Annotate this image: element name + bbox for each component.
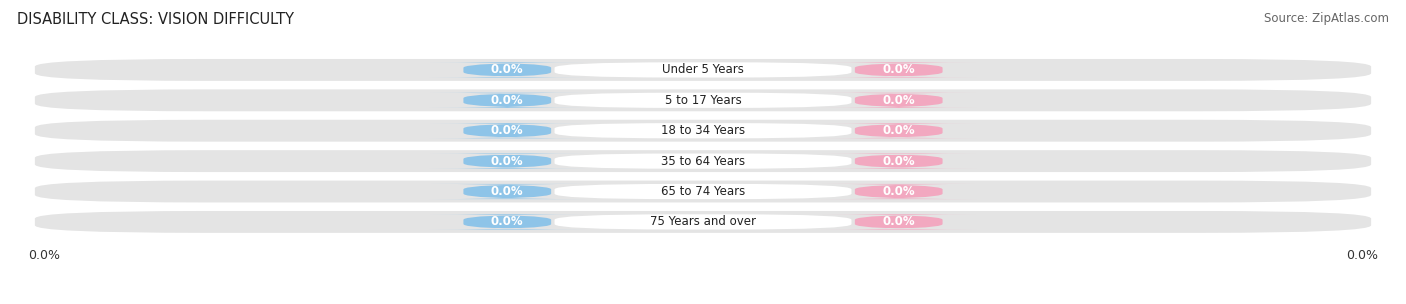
FancyBboxPatch shape (35, 120, 1371, 142)
Text: 5 to 17 Years: 5 to 17 Years (665, 94, 741, 107)
Text: 75 Years and over: 75 Years and over (650, 216, 756, 228)
FancyBboxPatch shape (821, 154, 976, 169)
Text: 18 to 34 Years: 18 to 34 Years (661, 124, 745, 137)
FancyBboxPatch shape (430, 154, 585, 169)
FancyBboxPatch shape (430, 184, 585, 199)
FancyBboxPatch shape (554, 123, 852, 138)
FancyBboxPatch shape (35, 150, 1371, 172)
FancyBboxPatch shape (554, 62, 852, 78)
Text: 0.0%: 0.0% (491, 155, 523, 168)
FancyBboxPatch shape (554, 93, 852, 108)
FancyBboxPatch shape (430, 123, 585, 138)
Text: 0.0%: 0.0% (491, 64, 523, 76)
Text: 0.0%: 0.0% (28, 249, 60, 262)
Text: 0.0%: 0.0% (883, 155, 915, 168)
Text: 35 to 64 Years: 35 to 64 Years (661, 155, 745, 168)
Text: 0.0%: 0.0% (491, 94, 523, 107)
FancyBboxPatch shape (821, 214, 976, 230)
FancyBboxPatch shape (35, 211, 1371, 233)
Text: 0.0%: 0.0% (491, 185, 523, 198)
Text: DISABILITY CLASS: VISION DIFFICULTY: DISABILITY CLASS: VISION DIFFICULTY (17, 12, 294, 27)
Text: 0.0%: 0.0% (883, 185, 915, 198)
FancyBboxPatch shape (821, 123, 976, 138)
FancyBboxPatch shape (35, 181, 1371, 202)
Text: Under 5 Years: Under 5 Years (662, 64, 744, 76)
FancyBboxPatch shape (430, 93, 585, 108)
Legend: Male, Female: Male, Female (634, 303, 772, 304)
FancyBboxPatch shape (430, 214, 585, 230)
FancyBboxPatch shape (35, 59, 1371, 81)
FancyBboxPatch shape (554, 184, 852, 199)
Text: 65 to 74 Years: 65 to 74 Years (661, 185, 745, 198)
Text: 0.0%: 0.0% (491, 124, 523, 137)
FancyBboxPatch shape (821, 184, 976, 199)
Text: 0.0%: 0.0% (491, 216, 523, 228)
FancyBboxPatch shape (554, 154, 852, 169)
Text: 0.0%: 0.0% (883, 124, 915, 137)
FancyBboxPatch shape (35, 89, 1371, 111)
FancyBboxPatch shape (430, 62, 585, 78)
Text: 0.0%: 0.0% (883, 64, 915, 76)
Text: 0.0%: 0.0% (883, 216, 915, 228)
Text: 0.0%: 0.0% (883, 94, 915, 107)
FancyBboxPatch shape (821, 62, 976, 78)
Text: Source: ZipAtlas.com: Source: ZipAtlas.com (1264, 12, 1389, 25)
FancyBboxPatch shape (821, 93, 976, 108)
FancyBboxPatch shape (554, 214, 852, 230)
Text: 0.0%: 0.0% (1346, 249, 1378, 262)
